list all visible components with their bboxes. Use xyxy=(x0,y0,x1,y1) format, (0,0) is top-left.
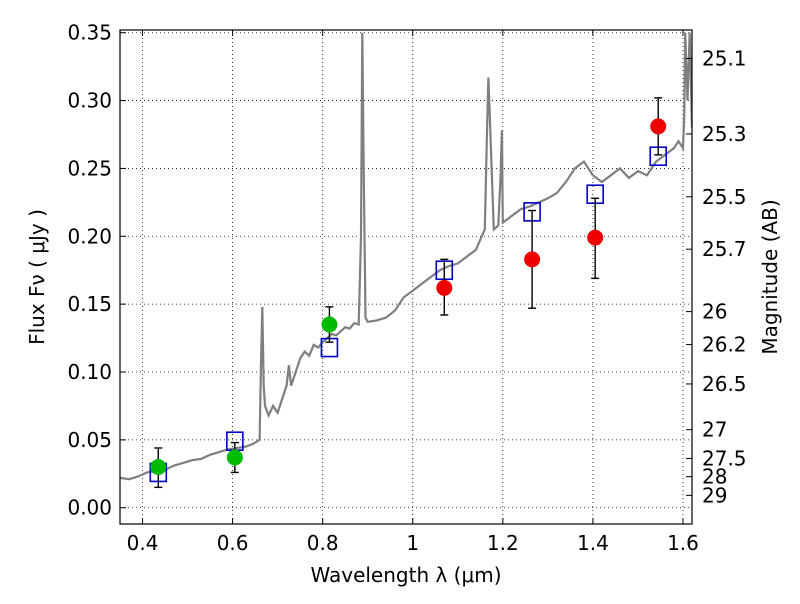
right-tick-label: 27 xyxy=(702,418,727,442)
plot-area xyxy=(120,30,692,524)
y-axis-label: Flux Fν ( μJy ) xyxy=(25,209,49,345)
tick-labels: 0.4 0.6 0.8 1 1.2 1.4 1.6 0.00 0.05 0.10 0.15 0.20 0… xyxy=(67,21,746,555)
y-tick-label: 0.05 xyxy=(67,428,112,452)
right-tick-label: 25.7 xyxy=(702,237,747,261)
right-tick-label: 29 xyxy=(702,483,727,507)
observed-flux-point xyxy=(587,229,604,246)
y-tick-label: 0.35 xyxy=(67,21,112,45)
right-axis-label: Magnitude (AB) xyxy=(758,199,782,354)
right-tick-label: 27.5 xyxy=(702,446,747,470)
x-tick-label: 0.4 xyxy=(127,531,159,555)
right-tick-label: 26 xyxy=(702,300,727,324)
x-tick-label: 0.6 xyxy=(217,531,249,555)
observed-flux-point xyxy=(321,316,338,333)
observed-flux-point xyxy=(150,459,167,475)
right-tick-label: 25.3 xyxy=(702,122,747,146)
x-tick-label: 1.4 xyxy=(577,531,609,555)
y-tick-label: 0.25 xyxy=(67,156,112,180)
x-tick-label: 1.6 xyxy=(667,531,699,555)
observed-flux-point xyxy=(650,118,667,135)
y-tick-label: 0.00 xyxy=(67,496,112,520)
x-tick-label: 0.8 xyxy=(307,531,339,555)
axis-ticks xyxy=(120,30,692,524)
right-tick-label: 26.2 xyxy=(702,333,747,357)
right-tick-label: 25.1 xyxy=(702,47,747,71)
observed-flux-point xyxy=(436,279,453,296)
x-tick-label: 1.2 xyxy=(487,531,519,555)
right-tick-label: 26.5 xyxy=(702,372,747,396)
y-tick-label: 0.30 xyxy=(67,89,112,113)
right-tick-label: 25.5 xyxy=(702,185,747,209)
right-tick-label: 28 xyxy=(702,465,727,489)
y-tick-label: 0.20 xyxy=(67,224,112,248)
data-layer xyxy=(120,32,692,489)
model-spectrum-line xyxy=(120,32,692,481)
observed-flux-point xyxy=(524,251,541,268)
observed-flux-point xyxy=(226,449,243,466)
y-tick-label: 0.10 xyxy=(67,360,112,384)
plot-frame xyxy=(119,29,693,525)
y-tick-label: 0.15 xyxy=(67,292,112,316)
x-axis-label: Wavelength λ (μm) xyxy=(310,563,501,587)
x-tick-label: 1 xyxy=(406,531,419,555)
